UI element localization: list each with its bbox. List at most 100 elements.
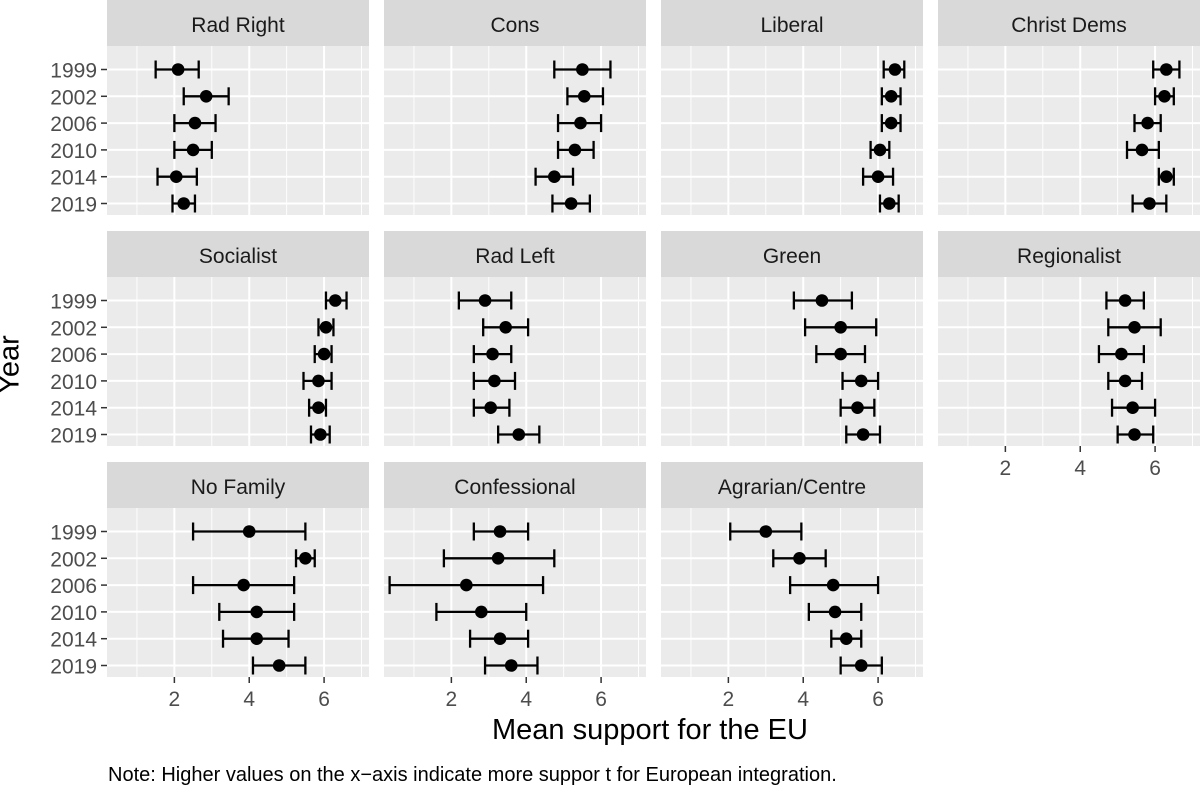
mean-point-cons-2019 <box>564 197 578 210</box>
mean-point-socialist-2010 <box>312 374 325 388</box>
mean-point-christ-dems-1999 <box>1160 63 1173 76</box>
x-tick-label-2: 2 <box>169 688 181 711</box>
y-tick-label-2006: 2006 <box>50 113 97 136</box>
mean-point-confessional-2014 <box>493 632 507 645</box>
mean-point-liberal-2002 <box>884 90 898 103</box>
mean-point-liberal-1999 <box>888 63 902 76</box>
x-tick-label-2: 2 <box>723 688 735 711</box>
facet-strip-green <box>661 231 923 277</box>
mean-point-rad-left-2006 <box>486 347 499 361</box>
mean-point-rad-right-1999 <box>171 63 185 76</box>
facet-title-agrarian-centre: Agrarian/Centre <box>718 476 866 499</box>
panel-background-christ-dems <box>938 46 1200 215</box>
x-tick-label-4: 4 <box>520 688 532 711</box>
mean-point-green-2014 <box>851 401 864 415</box>
mean-point-agrarian-centre-2006 <box>826 578 840 592</box>
x-tick-label-4: 4 <box>243 688 255 711</box>
note-caption: Note: Higher values on the x−axis indica… <box>108 764 837 786</box>
panel-background-no-family <box>107 508 369 677</box>
mean-point-cons-2014 <box>548 170 561 183</box>
mean-point-cons-2010 <box>568 143 582 157</box>
facet-title-green: Green <box>763 245 821 268</box>
mean-point-agrarian-centre-2010 <box>828 605 842 619</box>
mean-point-rad-right-2019 <box>177 197 191 210</box>
x-tick-label-4: 4 <box>797 688 809 711</box>
y-tick-label-2002: 2002 <box>50 317 97 340</box>
y-tick-label-2014: 2014 <box>50 629 97 652</box>
y-tick-label-1999: 1999 <box>50 522 97 545</box>
mean-point-green-2002 <box>834 321 847 334</box>
x-tick-label-6: 6 <box>318 688 330 711</box>
y-tick-label-2010: 2010 <box>50 371 97 394</box>
mean-point-no-family-1999 <box>242 525 256 538</box>
mean-point-confessional-2019 <box>504 659 518 672</box>
mean-point-rad-right-2010 <box>186 143 200 157</box>
y-tick-label-2006: 2006 <box>50 344 97 367</box>
facet-strip-regionalist <box>938 231 1200 277</box>
y-tick-label-2002: 2002 <box>50 548 97 571</box>
y-tick-label-2019: 2019 <box>50 656 97 679</box>
facet-strip-no-family <box>107 462 369 508</box>
mean-point-christ-dems-2002 <box>1158 90 1171 103</box>
y-tick-label-2002: 2002 <box>50 86 97 109</box>
mean-point-rad-left-2014 <box>484 401 497 415</box>
x-tick-label-2: 2 <box>1000 457 1012 480</box>
mean-point-regionalist-2019 <box>1128 428 1141 441</box>
mean-point-rad-left-2019 <box>512 428 526 441</box>
y-tick-label-1999: 1999 <box>50 60 97 83</box>
facet-strip-christ-dems <box>938 0 1200 46</box>
mean-point-christ-dems-2019 <box>1143 197 1156 210</box>
mean-point-socialist-2019 <box>314 428 327 441</box>
mean-point-socialist-2014 <box>312 401 325 415</box>
mean-point-socialist-1999 <box>329 294 342 307</box>
y-tick-label-2006: 2006 <box>50 575 97 598</box>
mean-point-regionalist-2006 <box>1115 347 1128 361</box>
y-tick-label-2019: 2019 <box>50 425 97 448</box>
mean-point-rad-right-2002 <box>199 90 213 103</box>
x-tick-label-6: 6 <box>872 688 884 711</box>
mean-point-agrarian-centre-2019 <box>854 659 868 672</box>
mean-point-confessional-1999 <box>493 525 507 538</box>
mean-point-confessional-2010 <box>475 605 488 619</box>
y-tick-label-2014: 2014 <box>50 167 97 190</box>
mean-point-regionalist-2002 <box>1128 321 1141 334</box>
facet-strip-cons <box>384 0 646 46</box>
facet-strip-agrarian-centre <box>661 462 923 508</box>
mean-point-christ-dems-2010 <box>1135 143 1149 157</box>
panel-background-cons <box>384 46 646 215</box>
mean-point-socialist-2006 <box>317 347 331 361</box>
y-axis-title: Year <box>0 335 26 394</box>
facet-title-christ-dems: Christ Dems <box>1011 14 1127 37</box>
mean-point-rad-right-2014 <box>169 170 183 183</box>
facet-strip-liberal <box>661 0 923 46</box>
mean-point-no-family-2006 <box>237 578 250 592</box>
y-tick-label-2014: 2014 <box>50 398 97 421</box>
panel-background-confessional <box>384 508 646 677</box>
panel-background-liberal <box>661 46 923 215</box>
mean-point-green-2010 <box>854 374 868 388</box>
x-tick-label-6: 6 <box>1149 457 1161 480</box>
x-tick-label-2: 2 <box>446 688 458 711</box>
facet-title-no-family: No Family <box>191 476 286 499</box>
mean-point-green-2006 <box>834 347 847 361</box>
mean-point-socialist-2002 <box>319 321 333 334</box>
mean-point-green-2019 <box>856 428 870 441</box>
panel-background-green <box>661 277 923 446</box>
x-tick-label-6: 6 <box>595 688 607 711</box>
mean-point-agrarian-centre-2014 <box>839 632 853 645</box>
mean-point-regionalist-2010 <box>1118 374 1132 388</box>
facet-title-regionalist: Regionalist <box>1017 245 1121 268</box>
panel-background-rad-right <box>107 46 369 215</box>
mean-point-no-family-2010 <box>250 605 264 619</box>
mean-point-no-family-2014 <box>250 632 264 645</box>
mean-point-regionalist-1999 <box>1118 294 1132 307</box>
mean-point-agrarian-centre-1999 <box>759 525 773 538</box>
mean-point-liberal-2019 <box>883 197 896 210</box>
mean-point-confessional-2002 <box>491 552 505 565</box>
panel-background-regionalist <box>938 277 1200 446</box>
facet-title-cons: Cons <box>490 14 539 37</box>
mean-point-cons-2002 <box>577 90 591 103</box>
facet-strip-socialist <box>107 231 369 277</box>
mean-point-christ-dems-2014 <box>1160 170 1173 183</box>
